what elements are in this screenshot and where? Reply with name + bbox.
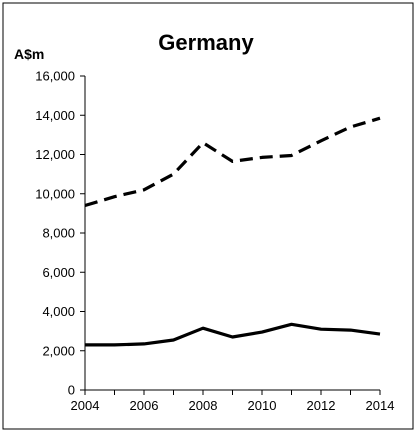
series-line-solid (85, 322, 381, 347)
x-tick-label: 2008 (189, 398, 218, 413)
chart-title: Germany (158, 30, 254, 55)
y-tick-label: 0 (68, 383, 75, 398)
x-tick-label: 2006 (130, 398, 159, 413)
y-tick-label: 10,000 (35, 186, 75, 201)
y-tick-label: 8,000 (42, 226, 75, 241)
chart-border (2, 2, 414, 430)
y-tick-label: 2,000 (42, 343, 75, 358)
unit-label: A$m (14, 46, 44, 62)
y-tick-label: 6,000 (42, 265, 75, 280)
x-tick-label: 2014 (366, 398, 395, 413)
y-tick-label: 14,000 (35, 108, 75, 123)
x-tick-label: 2004 (71, 398, 100, 413)
y-tick-label: 4,000 (42, 304, 75, 319)
x-tick-label: 2012 (307, 398, 336, 413)
y-tick-label: 12,000 (35, 147, 75, 162)
series-line-dashed (84, 116, 381, 208)
plot-area: 0 2,000 4,000 6,000 8,000 10,000 12,000 14,000 1… (35, 69, 394, 414)
x-tick-label: 2010 (248, 398, 277, 413)
y-tick-label: 16,000 (35, 69, 75, 84)
